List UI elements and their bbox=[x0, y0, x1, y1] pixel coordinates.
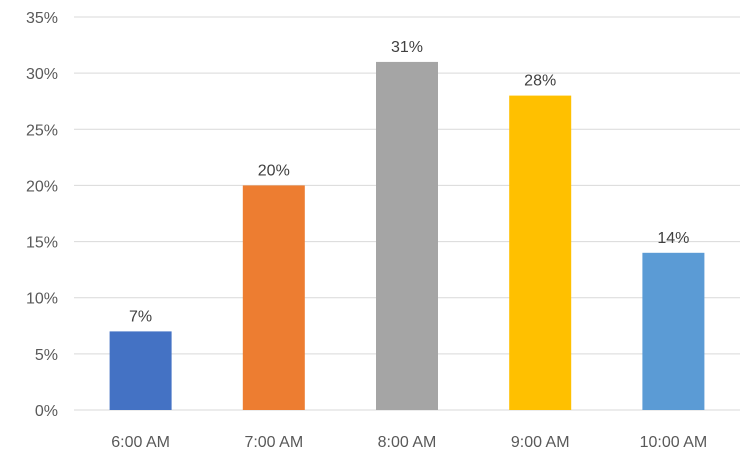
data-label: 28% bbox=[524, 73, 556, 90]
y-tick-label: 5% bbox=[35, 347, 58, 364]
bar bbox=[109, 331, 172, 410]
bar bbox=[376, 61, 438, 411]
data-labels: 7% 20% 31% 28% 14% bbox=[129, 39, 689, 325]
x-tick-label: 10:00 AM bbox=[640, 434, 708, 451]
y-tick-label: 25% bbox=[26, 122, 58, 139]
x-tick-label: 6:00 AM bbox=[111, 434, 170, 451]
y-tick-label: 20% bbox=[26, 178, 58, 195]
x-tick-label: 8:00 AM bbox=[378, 434, 437, 451]
y-tick-label: 30% bbox=[26, 66, 58, 83]
x-tick-label: 7:00 AM bbox=[244, 434, 303, 451]
y-tick-label: 15% bbox=[26, 235, 58, 252]
bar bbox=[642, 252, 705, 410]
x-tick-label: 9:00 AM bbox=[511, 434, 570, 451]
y-tick-label: 0% bbox=[35, 403, 58, 420]
bar bbox=[242, 185, 305, 410]
bars bbox=[109, 61, 705, 411]
y-tick-label: 10% bbox=[26, 291, 58, 308]
data-label: 31% bbox=[391, 39, 423, 56]
y-tick-label: 35% bbox=[26, 10, 58, 27]
y-axis: 0% 5% 10% 15% 20% 25% 30% 35% bbox=[26, 10, 58, 420]
data-label: 7% bbox=[129, 308, 152, 325]
bar bbox=[509, 95, 572, 410]
data-label: 14% bbox=[657, 230, 689, 247]
data-label: 20% bbox=[258, 162, 290, 179]
x-axis: 6:00 AM 7:00 AM 8:00 AM 9:00 AM 10:00 AM bbox=[111, 434, 707, 451]
